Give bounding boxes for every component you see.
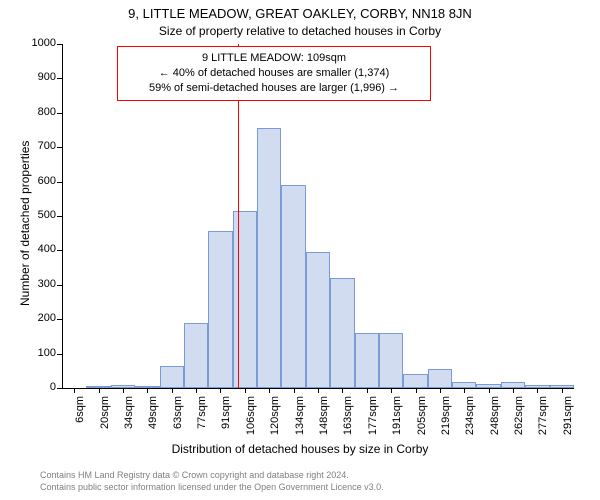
y-tick-label: 200 [22,312,56,324]
x-tick-mark [220,388,221,393]
x-tick-label: 277sqm [537,396,549,446]
x-tick-label: 20sqm [99,396,111,446]
y-tick-mark [57,78,62,79]
histogram-bar [403,374,427,388]
x-tick-mark [464,388,465,393]
y-tick-mark [57,250,62,251]
x-tick-mark [269,388,270,393]
x-tick-mark [416,388,417,393]
x-tick-mark [440,388,441,393]
x-tick-mark [147,388,148,393]
y-tick-mark [57,285,62,286]
x-tick-mark [537,388,538,393]
marker-annotation: 9 LITTLE MEADOW: 109sqm ← 40% of detache… [117,46,431,101]
chart-subtitle: Size of property relative to detached ho… [0,24,600,38]
x-tick-label: 134sqm [294,396,306,446]
y-tick-label: 600 [22,175,56,187]
y-tick-label: 0 [22,381,56,393]
y-tick-mark [57,182,62,183]
annotation-line3: 59% of semi-detached houses are larger (… [126,81,422,96]
y-tick-mark [57,216,62,217]
footer-line2: Contains public sector information licen… [40,482,384,494]
attribution-footer: Contains HM Land Registry data © Crown c… [40,470,384,493]
x-tick-mark [172,388,173,393]
histogram-bar [208,231,232,388]
x-tick-mark [489,388,490,393]
y-tick-label: 900 [22,71,56,83]
x-tick-label: 77sqm [196,396,208,446]
histogram-bar [184,323,208,388]
chart-title-address: 9, LITTLE MEADOW, GREAT OAKLEY, CORBY, N… [0,6,600,21]
x-tick-mark [245,388,246,393]
x-tick-label: 106sqm [245,396,257,446]
x-tick-label: 6sqm [74,396,86,446]
x-tick-mark [513,388,514,393]
x-tick-label: 148sqm [318,396,330,446]
histogram-bar [355,333,379,388]
x-tick-mark [196,388,197,393]
y-tick-mark [57,354,62,355]
x-tick-label: 120sqm [269,396,281,446]
x-tick-label: 191sqm [391,396,403,446]
x-tick-mark [318,388,319,393]
y-tick-label: 100 [22,347,56,359]
histogram-bar [306,252,330,388]
footer-line1: Contains HM Land Registry data © Crown c… [40,470,384,482]
x-tick-mark [367,388,368,393]
y-tick-label: 700 [22,140,56,152]
x-tick-label: 163sqm [342,396,354,446]
y-tick-mark [57,147,62,148]
y-tick-mark [57,388,62,389]
x-tick-label: 291sqm [562,396,574,446]
y-tick-mark [57,113,62,114]
x-tick-label: 262sqm [513,396,525,446]
histogram-bar [257,128,281,388]
histogram-bar [281,185,305,388]
y-tick-label: 500 [22,209,56,221]
x-tick-mark [391,388,392,393]
x-tick-mark [342,388,343,393]
y-axis-line [62,44,63,388]
x-tick-label: 91sqm [220,396,232,446]
x-tick-mark [294,388,295,393]
x-tick-label: 219sqm [440,396,452,446]
x-tick-label: 205sqm [416,396,428,446]
x-tick-label: 63sqm [172,396,184,446]
x-tick-label: 49sqm [147,396,159,446]
x-tick-label: 177sqm [367,396,379,446]
x-tick-mark [562,388,563,393]
annotation-line1: 9 LITTLE MEADOW: 109sqm [126,51,422,66]
y-tick-label: 1000 [22,37,56,49]
x-tick-mark [123,388,124,393]
x-tick-mark [99,388,100,393]
annotation-line2: ← 40% of detached houses are smaller (1,… [126,66,422,81]
y-tick-label: 800 [22,106,56,118]
y-tick-mark [57,319,62,320]
histogram-bar [233,211,257,388]
histogram-bar [160,366,184,388]
y-tick-label: 400 [22,243,56,255]
x-tick-label: 234sqm [464,396,476,446]
histogram-bar [330,278,354,388]
histogram-bar [428,369,452,388]
y-tick-label: 300 [22,278,56,290]
y-tick-mark [57,44,62,45]
x-tick-label: 34sqm [123,396,135,446]
x-tick-label: 248sqm [489,396,501,446]
histogram-bar [379,333,403,388]
x-tick-mark [74,388,75,393]
